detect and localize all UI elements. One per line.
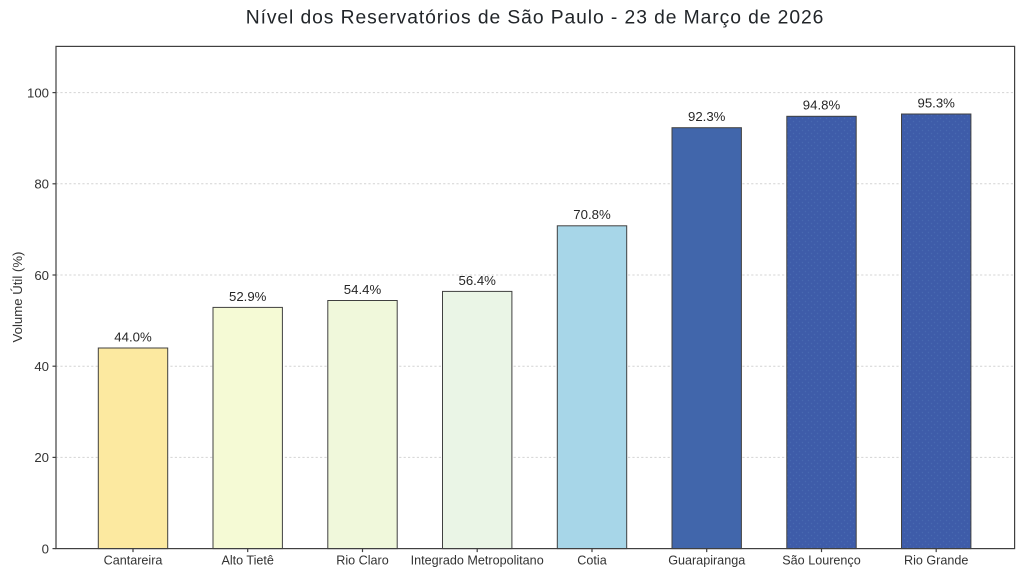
svg-text:Rio Grande: Rio Grande bbox=[904, 553, 968, 567]
svg-text:0: 0 bbox=[42, 541, 49, 556]
svg-text:52.9%: 52.9% bbox=[229, 289, 267, 304]
svg-text:70.8%: 70.8% bbox=[573, 207, 611, 222]
svg-text:Cotia: Cotia bbox=[577, 553, 606, 567]
svg-text:92.3%: 92.3% bbox=[688, 109, 726, 124]
svg-text:São Lourenço: São Lourenço bbox=[782, 553, 860, 567]
svg-text:54.4%: 54.4% bbox=[344, 282, 382, 297]
svg-text:60: 60 bbox=[34, 268, 49, 283]
svg-text:Alto Tietê: Alto Tietê bbox=[221, 553, 274, 567]
svg-text:Cantareira: Cantareira bbox=[104, 553, 163, 567]
svg-text:100: 100 bbox=[27, 85, 49, 100]
svg-text:56.4%: 56.4% bbox=[458, 273, 496, 288]
svg-text:20: 20 bbox=[34, 450, 49, 465]
svg-text:95.3%: 95.3% bbox=[917, 95, 955, 110]
svg-text:80: 80 bbox=[34, 177, 49, 192]
svg-text:Volume Útil (%): Volume Útil (%) bbox=[10, 252, 25, 343]
svg-text:94.8%: 94.8% bbox=[803, 98, 841, 113]
svg-text:44.0%: 44.0% bbox=[114, 329, 152, 344]
svg-text:Rio Claro: Rio Claro bbox=[336, 553, 389, 567]
svg-text:40: 40 bbox=[34, 359, 49, 374]
svg-text:Nível dos Reservatórios de São: Nível dos Reservatórios de São Paulo - 2… bbox=[246, 8, 825, 29]
svg-text:Guarapiranga: Guarapiranga bbox=[668, 553, 745, 567]
svg-text:Integrado Metropolitano: Integrado Metropolitano bbox=[411, 553, 544, 567]
